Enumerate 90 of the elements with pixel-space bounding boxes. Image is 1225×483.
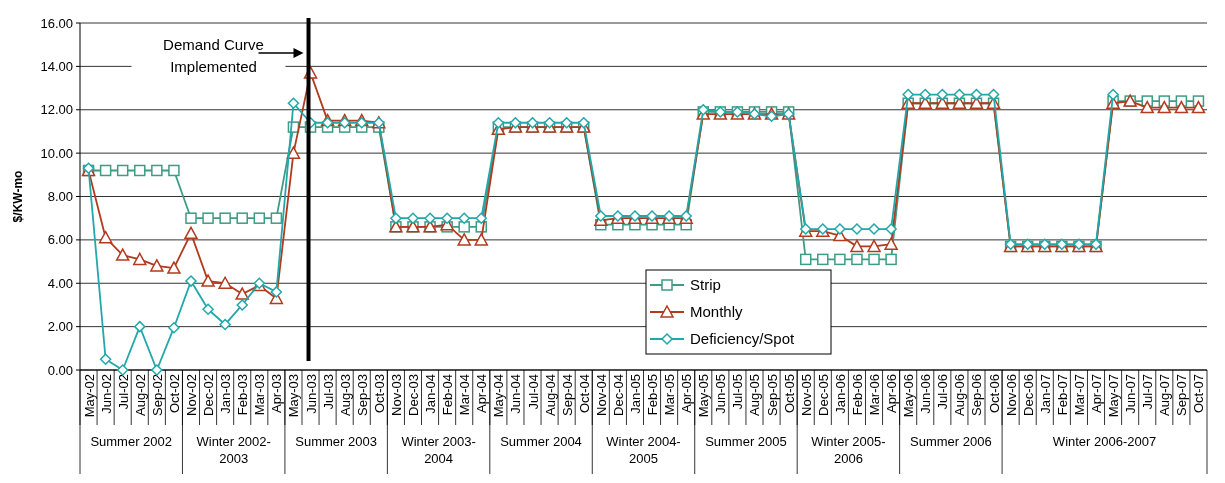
text: Winter 2006-2007 (1052, 434, 1157, 449)
x-tick-label: Jun-04 (508, 374, 524, 414)
x-tick-label: Sep-04 (559, 374, 575, 416)
text: Winter 2002-2003 (196, 434, 271, 466)
y-tick-label: 8.00 (47, 189, 73, 205)
x-tick-label: Mar-05 (662, 374, 678, 416)
x-tick-label: Sep-02 (149, 374, 165, 416)
x-tick-label: Apr-03 (269, 374, 285, 414)
ref-line-label: Demand Curve Implemented (163, 36, 264, 75)
y-tick-label: 4.00 (47, 275, 73, 291)
x-tick-label: Oct-06 (986, 374, 1002, 414)
y-tick-label: 10.00 (40, 145, 73, 161)
text: Summer 2004 (500, 434, 582, 449)
x-tick-label: Sep-03 (354, 374, 370, 416)
x-tick-label: Dec-06 (1020, 374, 1036, 416)
x-tick-label: Nov-04 (593, 374, 609, 416)
x-tick-label: Jan-03 (218, 374, 234, 414)
x-tick-label: Dec-04 (610, 374, 626, 416)
y-tick-label: 0.00 (47, 362, 73, 378)
text: Winter 2004-2005 (606, 434, 681, 466)
x-tick-label: Aug-02 (132, 374, 148, 416)
x-tick-label: May-06 (901, 374, 917, 418)
y-tick-label: 14.00 (40, 58, 73, 74)
legend-label: Strip (690, 276, 721, 294)
text: Summer 2003 (295, 434, 377, 449)
x-tick-label: Mar-07 (1071, 374, 1087, 416)
x-tick-label: Jun-06 (918, 374, 934, 414)
x-tick-label: Aug-06 (952, 374, 968, 416)
legend-label: Deficiency/Spot (690, 330, 796, 348)
x-tick-label: Jan-07 (1037, 374, 1053, 414)
x-tick-label: May-02 (81, 374, 97, 418)
x-tick-label: May-04 (491, 374, 507, 418)
x-tick-label: Jan-05 (627, 374, 643, 414)
x-tick-label: Jun-02 (98, 374, 114, 414)
x-tick-label: Jul-03 (320, 374, 336, 410)
x-tick-label: Oct-03 (371, 374, 387, 414)
x-tick-label: May-03 (286, 374, 302, 418)
x-tick-label: Feb-05 (645, 374, 661, 416)
x-tick-label: Jul-02 (115, 374, 131, 410)
x-tick-label: Apr-06 (884, 374, 900, 414)
x-tick-label: May-07 (1106, 374, 1122, 418)
text: Summer 2002 (90, 434, 173, 449)
x-tick-label: Jun-07 (1123, 374, 1139, 414)
x-tick-label: Oct-04 (576, 374, 592, 414)
x-tick-label: Dec-03 (405, 374, 421, 416)
text: Winter 2005-2006 (811, 434, 886, 466)
y-axis-title: $/KW-mo (11, 170, 25, 223)
x-tick-label: Oct-07 (1191, 374, 1207, 414)
x-tick-label: Feb-06 (849, 374, 865, 416)
y-tick-label: 6.00 (47, 232, 73, 248)
x-tick-label: Jul-04 (525, 374, 541, 410)
legend-label: Monthly (690, 303, 744, 321)
x-tick-label: Jun-05 (713, 374, 729, 414)
x-tick-label: Aug-07 (1157, 374, 1173, 416)
x-tick-label: Sep-07 (1174, 374, 1190, 416)
x-tick-label: Aug-04 (542, 374, 558, 416)
x-tick-label: Mar-03 (252, 374, 268, 416)
x-tick-label: Oct-05 (781, 374, 797, 414)
x-tick-label: Nov-06 (1003, 374, 1019, 416)
x-tick-label: Mar-06 (867, 374, 883, 416)
x-tick-label: Feb-03 (235, 374, 251, 416)
x-tick-label: Jul-05 (730, 374, 746, 410)
text: Summer 2006 (910, 434, 992, 449)
x-tick-label: Oct-02 (166, 374, 182, 414)
x-tick-label: Jan-06 (832, 374, 848, 414)
x-tick-label: Aug-05 (747, 374, 763, 416)
x-tick-label: Feb-04 (440, 374, 456, 416)
x-tick-label: Jul-06 (935, 374, 951, 410)
text: Winter 2003-2004 (401, 434, 476, 466)
x-tick-label: Aug-03 (337, 374, 353, 416)
x-tick-label: Apr-05 (679, 374, 695, 414)
x-tick-label: Apr-07 (1089, 374, 1105, 414)
x-tick-label: Dec-05 (815, 374, 831, 416)
x-tick-label: Feb-07 (1054, 374, 1070, 416)
x-tick-label: May-05 (696, 374, 712, 418)
y-tick-label: 16.00 (40, 15, 73, 31)
y-tick-label: 2.00 (47, 319, 73, 335)
x-tick-label: Mar-04 (457, 374, 473, 416)
y-tick-label: 12.00 (40, 102, 73, 118)
x-tick-label: Nov-05 (798, 374, 814, 416)
x-tick-label: Sep-06 (969, 374, 985, 416)
x-tick-label: Dec-02 (201, 374, 217, 416)
x-tick-label: Jan-04 (423, 374, 439, 414)
x-tick-label: Sep-05 (764, 374, 780, 416)
x-tick-label: Jul-07 (1140, 374, 1156, 410)
x-tick-label: Jun-03 (303, 374, 319, 414)
x-tick-label: Nov-03 (388, 374, 404, 416)
text: Summer 2005 (705, 434, 787, 449)
x-tick-label: Nov-02 (183, 374, 199, 416)
x-tick-label: Apr-04 (474, 374, 490, 414)
